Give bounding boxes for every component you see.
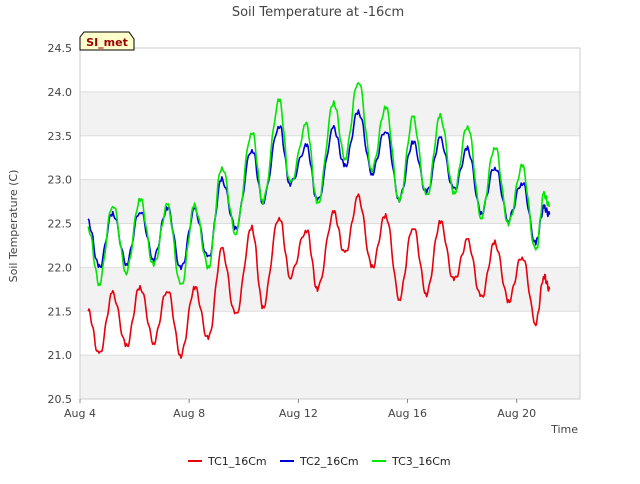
badge-text: SI_met [86, 36, 128, 49]
x-axis-label: Time [550, 423, 578, 436]
plot-frame [79, 47, 581, 400]
x-tick-label: Aug 12 [279, 407, 318, 420]
legend-label: TC3_16Cm [391, 455, 451, 468]
y-tick-label: 22.5 [48, 218, 73, 231]
plot-band [80, 267, 580, 312]
series-line-tc1-16cm [87, 193, 551, 359]
legend-label: TC2_16Cm [299, 455, 359, 468]
y-tick-label: 21.0 [48, 349, 73, 362]
series-line-tc3-16cm [87, 82, 550, 287]
y-tick-label: 23.5 [48, 130, 73, 143]
x-tick-label: Aug 8 [173, 407, 205, 420]
series-lines [87, 82, 551, 359]
chart-title: Soil Temperature at -16cm [232, 5, 404, 20]
legend-label: TC1_16Cm [207, 455, 267, 468]
x-tick-label: Aug 16 [388, 407, 427, 420]
legend: TC1_16Cm TC2_16Cm TC3_16Cm [188, 455, 451, 468]
plot-background [80, 91, 580, 399]
y-tick-label: 24.5 [48, 42, 73, 55]
x-tick-label: Aug 4 [64, 407, 96, 420]
badge-shape [79, 31, 135, 51]
y-tick-label: 23.0 [48, 174, 73, 187]
y-tick-label: 22.0 [48, 261, 73, 274]
y-tick-label: 24.0 [48, 86, 73, 99]
x-tick-label: Aug 20 [497, 407, 536, 420]
x-axis-ticks: Aug 4 Aug 8 Aug 12 Aug 16 Aug 20 [64, 399, 536, 420]
y-axis-ticks: 20.5 21.0 21.5 22.0 22.5 23.0 23.5 24.0 24.5 [48, 42, 73, 406]
y-tick-label: 20.5 [48, 393, 73, 406]
site-badge: SI_met [79, 31, 135, 51]
plot-band [80, 355, 580, 399]
y-axis-label: Soil Temperature (C) [7, 170, 20, 283]
y-tick-label: 21.5 [48, 305, 73, 318]
